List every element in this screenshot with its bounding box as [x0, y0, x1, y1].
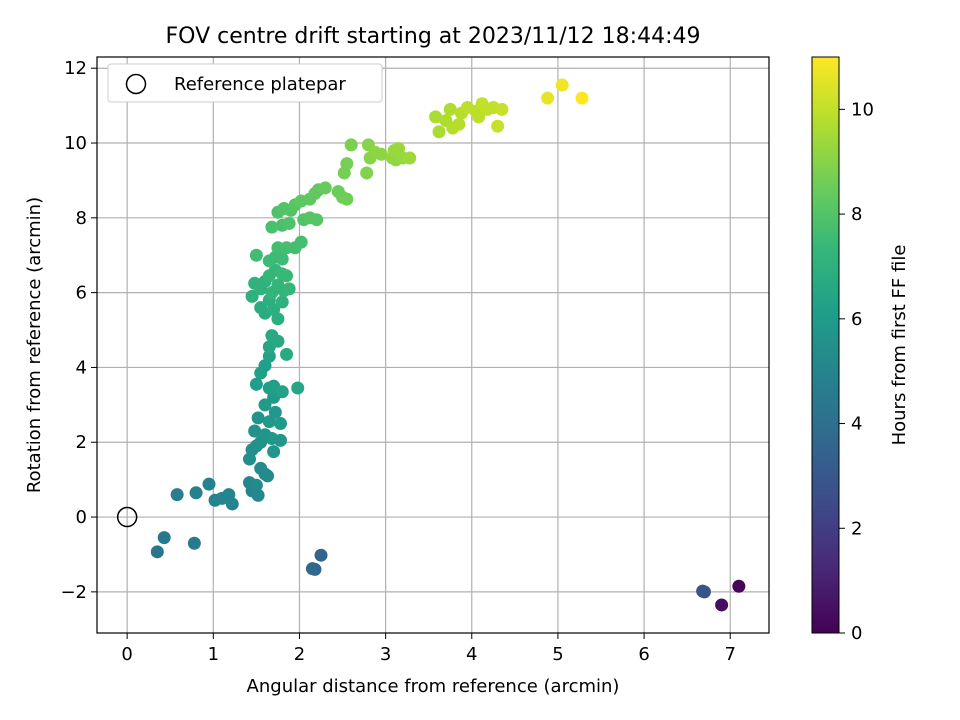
data-point	[275, 385, 289, 399]
data-point	[305, 562, 319, 576]
colorbar-ticks: 0 2 4 6 8 10	[839, 99, 874, 644]
data-point	[495, 102, 509, 116]
y-axis-ticks: −2 0 2 4 6 8 10 12	[60, 58, 97, 603]
y-tick-label: 6	[76, 283, 87, 304]
data-point	[282, 282, 296, 296]
data-point	[274, 433, 288, 447]
data-point	[248, 424, 262, 438]
colorbar-tick-label: 6	[851, 309, 862, 330]
x-tick-label: 2	[294, 644, 305, 665]
y-tick-label: 10	[64, 133, 87, 154]
colorbar-tick-label: 4	[851, 414, 862, 435]
data-point	[262, 415, 276, 429]
data-point	[432, 125, 446, 139]
data-point	[275, 252, 289, 266]
data-point	[271, 334, 285, 348]
y-tick-label: 4	[76, 357, 87, 378]
data-point	[265, 220, 279, 234]
y-tick-label: 0	[76, 507, 87, 528]
colorbar-label: Hours from first FF file	[889, 245, 910, 446]
data-point	[271, 312, 285, 326]
data-point	[429, 110, 443, 124]
y-axis-label: Rotation from reference (arcmin)	[24, 197, 45, 493]
data-point	[541, 91, 555, 105]
data-point	[254, 461, 268, 475]
data-point	[150, 545, 164, 559]
reference-marker	[116, 506, 138, 528]
x-axis-label: Angular distance from reference (arcmin)	[247, 676, 620, 697]
data-point	[360, 166, 374, 180]
grid-lines	[97, 57, 769, 633]
data-point	[170, 488, 184, 502]
x-tick-label: 0	[121, 644, 132, 665]
chart-title: FOV centre drift starting at 2023/11/12 …	[166, 24, 701, 49]
legend-label-reference: Reference platepar	[174, 74, 346, 95]
x-tick-label: 6	[638, 644, 649, 665]
data-point	[344, 138, 358, 152]
data-point	[314, 548, 328, 562]
data-point	[258, 398, 272, 412]
legend-box	[107, 63, 383, 103]
reference-point-marker	[116, 506, 138, 528]
data-point	[280, 347, 294, 361]
data-point	[443, 102, 457, 116]
colorbar-tick-label: 0	[851, 623, 862, 644]
data-point	[157, 531, 171, 545]
data-point	[387, 144, 401, 158]
data-point	[340, 192, 354, 206]
x-tick-label: 4	[466, 644, 477, 665]
data-point	[282, 216, 296, 230]
x-tick-label: 1	[208, 644, 219, 665]
data-point	[245, 289, 259, 303]
y-tick-label: 8	[76, 208, 87, 229]
y-tick-label: 2	[76, 432, 87, 453]
x-tick-label: 7	[725, 644, 736, 665]
data-point	[491, 119, 505, 133]
data-point	[202, 477, 216, 491]
colorbar-tick-label: 2	[851, 518, 862, 539]
data-point	[575, 91, 589, 105]
data-point	[251, 488, 265, 502]
data-point	[262, 349, 276, 363]
data-point	[294, 235, 308, 249]
data-point	[251, 411, 265, 425]
data-point	[189, 486, 203, 500]
x-axis-ticks: 0 1 2 3 4 5 6 7	[121, 633, 736, 665]
y-tick-label: 12	[64, 58, 87, 79]
data-point	[374, 147, 388, 161]
data-points	[150, 78, 746, 612]
x-tick-label: 3	[380, 644, 391, 665]
data-point	[225, 497, 239, 511]
data-point	[310, 213, 324, 227]
colorbar: 0 2 4 6 8 10 Hours from first FF file	[811, 56, 910, 644]
data-point	[187, 536, 201, 550]
data-point	[318, 181, 332, 195]
data-point	[249, 478, 263, 492]
data-point	[732, 579, 746, 593]
data-point	[403, 151, 417, 165]
y-tick-label: −2	[60, 582, 87, 603]
data-point	[274, 417, 288, 431]
data-point	[275, 295, 289, 309]
data-point	[291, 381, 305, 395]
legend: Reference platepar	[107, 63, 383, 103]
colorbar-tick-label: 10	[851, 99, 874, 120]
data-point	[696, 584, 710, 598]
colorbar-gradient	[811, 56, 840, 634]
data-point	[268, 405, 282, 419]
data-point	[452, 117, 466, 131]
plot-frame	[96, 56, 770, 634]
data-point	[280, 269, 294, 283]
x-tick-label: 5	[552, 644, 563, 665]
data-point	[715, 598, 729, 612]
data-point	[472, 110, 486, 124]
legend-marker-reference	[125, 73, 147, 95]
data-point	[249, 377, 263, 391]
data-point	[267, 445, 281, 459]
data-point	[340, 157, 354, 171]
colorbar-tick-label: 8	[851, 204, 862, 225]
data-point	[555, 78, 569, 92]
data-point	[249, 248, 263, 262]
